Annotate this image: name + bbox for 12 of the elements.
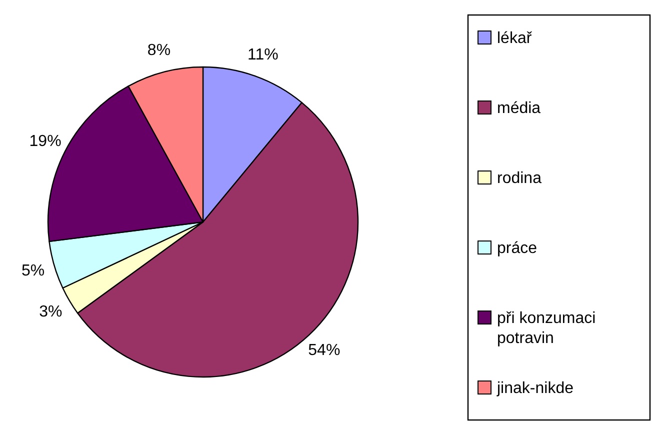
data-label: 5% [21,262,45,280]
legend-label: rodina [497,170,542,187]
data-label: 19% [29,132,62,150]
data-label: 11% [248,46,278,64]
data-label: 8% [147,42,171,59]
data-label: 3% [39,303,62,320]
legend-label: jinak-nikde [496,380,574,397]
legend-label: při konzumaci potravin [497,310,596,347]
legend-label: lékař [497,30,532,47]
data-label: 54% [308,342,340,360]
legend-label: média [497,100,541,117]
legend-label: práce [497,240,538,257]
